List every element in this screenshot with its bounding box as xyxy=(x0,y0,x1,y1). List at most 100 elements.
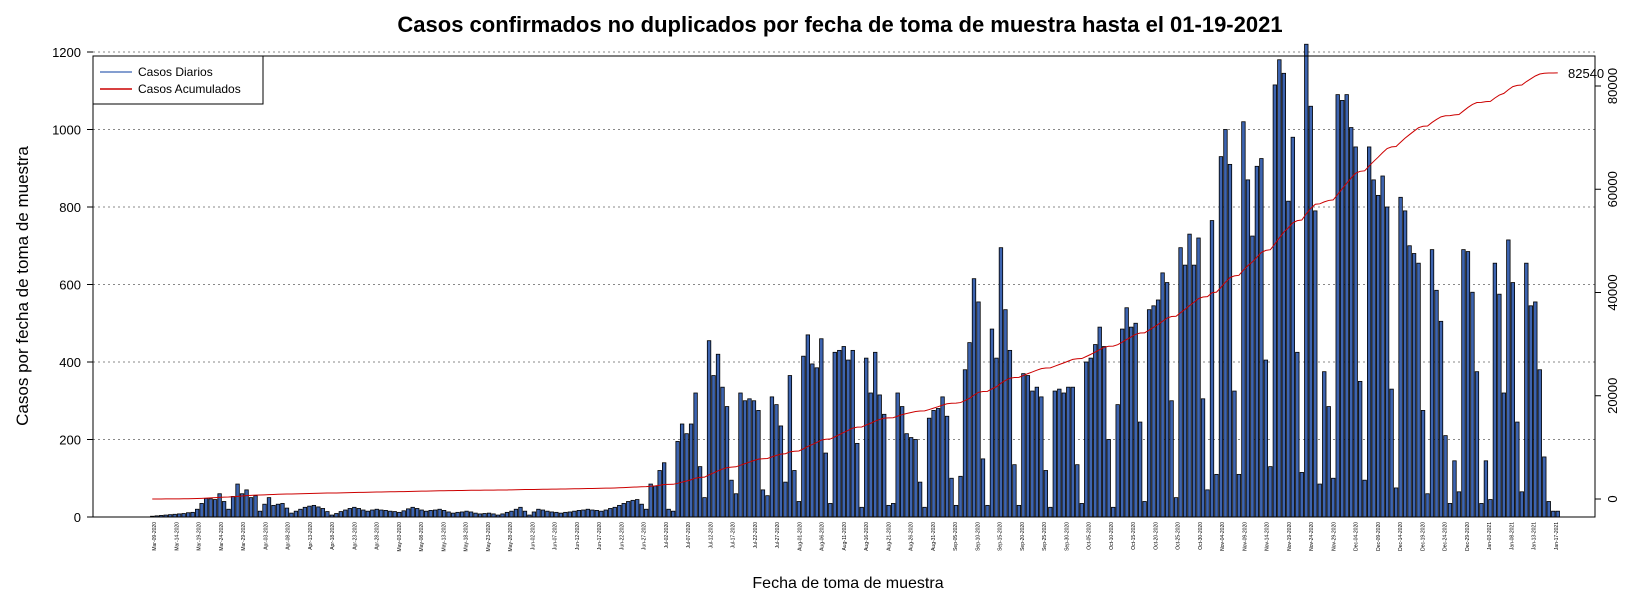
bar xyxy=(1200,398,1206,518)
bar xyxy=(459,511,465,518)
bar xyxy=(639,503,644,518)
bar xyxy=(886,504,891,518)
bar xyxy=(1425,493,1430,518)
bar xyxy=(908,437,914,518)
x-tick-label: Jun-27-2020 xyxy=(642,522,648,550)
bar xyxy=(509,510,514,518)
bar xyxy=(1075,464,1080,518)
bar xyxy=(576,510,581,518)
bar xyxy=(1012,464,1017,518)
bar xyxy=(1205,489,1210,518)
bar xyxy=(1196,237,1201,518)
plot-frame xyxy=(92,55,1596,518)
bar xyxy=(917,481,923,518)
x-tick-label: May-18-2020 xyxy=(464,522,470,552)
y-axis-label: Casos por fecha de toma de muestra xyxy=(13,146,32,426)
bar xyxy=(1021,373,1026,518)
bar xyxy=(796,501,802,518)
x-tick-label: Oct-10-2020 xyxy=(1109,522,1115,550)
bar xyxy=(262,503,267,518)
bar xyxy=(311,504,317,518)
legend-box xyxy=(92,55,264,105)
bar xyxy=(1254,165,1260,518)
bar xyxy=(1102,346,1107,518)
bar xyxy=(711,375,716,518)
bar xyxy=(383,510,388,518)
bar xyxy=(473,512,478,518)
bar xyxy=(1438,320,1444,518)
bar xyxy=(1389,388,1394,518)
bar xyxy=(230,496,236,518)
bar xyxy=(1488,499,1493,518)
y-axis-left: 0 200 400 600 800 1000 1200 xyxy=(52,45,93,525)
x-tick-label: Jun-22-2020 xyxy=(619,522,625,550)
bar xyxy=(549,511,555,518)
bar xyxy=(1362,479,1367,518)
bar xyxy=(1497,293,1502,518)
bar xyxy=(567,511,573,518)
x-tick-label: Nov-29-2020 xyxy=(1332,522,1338,551)
y-tick-label: 800 xyxy=(59,200,81,215)
bar xyxy=(1052,390,1057,518)
bar xyxy=(1039,396,1044,518)
bar xyxy=(446,511,451,518)
bar xyxy=(724,406,730,518)
bar xyxy=(1223,129,1228,518)
x-tick-label: Oct-05-2020 xyxy=(1087,522,1093,550)
x-tick-label: Jan-17-2021 xyxy=(1554,522,1560,550)
bar xyxy=(1465,251,1471,518)
bar xyxy=(293,510,299,518)
bar xyxy=(504,511,510,518)
bar xyxy=(922,506,927,518)
x-tick-label: Sep-15-2020 xyxy=(998,522,1004,551)
bar xyxy=(635,499,640,518)
bar xyxy=(374,508,379,518)
bar xyxy=(1537,369,1542,518)
bar xyxy=(289,512,294,518)
bar xyxy=(415,508,420,518)
bar xyxy=(536,508,541,518)
bar xyxy=(971,278,977,518)
bar xyxy=(1313,210,1318,518)
bar xyxy=(747,398,752,518)
bar xyxy=(1524,262,1529,518)
x-tick-label: Oct-25-2020 xyxy=(1176,522,1182,550)
bar xyxy=(307,505,312,518)
bar xyxy=(424,510,429,518)
bar xyxy=(1358,380,1363,518)
bar xyxy=(1245,179,1251,518)
bar xyxy=(868,392,873,518)
bar xyxy=(1115,404,1120,518)
x-tick-label: Aug-06-2020 xyxy=(820,522,826,551)
bar xyxy=(388,510,393,518)
x-tick-label: Apr-23-2020 xyxy=(352,522,358,550)
bar xyxy=(1070,386,1075,518)
bar xyxy=(1218,156,1224,518)
x-tick-label: Dec-29-2020 xyxy=(1465,522,1471,551)
y2-tick-label: 80000 xyxy=(1605,68,1620,104)
bar xyxy=(675,441,680,518)
bar xyxy=(581,509,586,518)
x-tick-label: Jun-12-2020 xyxy=(575,522,581,550)
bar xyxy=(1025,375,1031,518)
bar xyxy=(531,511,537,518)
bar xyxy=(257,510,263,518)
bar xyxy=(1272,84,1278,518)
x-tick-label: Apr-03-2020 xyxy=(263,522,269,550)
bar xyxy=(1317,483,1322,518)
x-tick-label: Sep-25-2020 xyxy=(1042,522,1048,551)
x-tick-label: Jul-07-2020 xyxy=(686,522,692,549)
bar xyxy=(823,452,828,518)
y2-tick-label: 60000 xyxy=(1605,171,1620,207)
bar xyxy=(828,503,833,518)
x-tick-label: Jul-17-2020 xyxy=(731,522,737,549)
bar xyxy=(900,406,905,518)
bar xyxy=(1236,473,1242,518)
bar xyxy=(1093,344,1098,518)
bar xyxy=(518,506,523,518)
bar xyxy=(208,498,213,518)
bar xyxy=(1402,210,1408,518)
bar xyxy=(406,508,411,518)
bar xyxy=(554,511,559,518)
x-tick-label: Sep-05-2020 xyxy=(953,522,959,551)
